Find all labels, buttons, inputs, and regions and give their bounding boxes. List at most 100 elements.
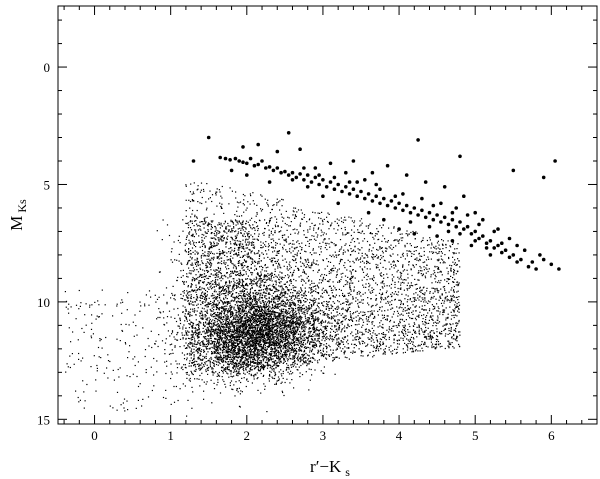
data-point-small bbox=[280, 340, 283, 342]
data-point-small bbox=[327, 306, 329, 308]
data-point-small bbox=[230, 371, 232, 373]
data-point-small bbox=[279, 330, 281, 333]
data-point-small bbox=[253, 348, 255, 350]
data-point-small bbox=[217, 379, 219, 381]
data-point-small bbox=[246, 344, 248, 346]
data-point-small bbox=[195, 286, 197, 288]
data-point-small bbox=[249, 343, 251, 345]
data-point-small bbox=[217, 342, 219, 344]
data-point-small bbox=[266, 361, 268, 363]
data-point-small bbox=[321, 343, 323, 345]
data-point-small bbox=[331, 305, 333, 307]
data-point-small bbox=[213, 363, 215, 365]
data-point-small bbox=[429, 291, 431, 293]
data-point-small bbox=[249, 336, 251, 338]
data-point-small bbox=[281, 322, 283, 324]
data-point-small bbox=[217, 306, 219, 308]
data-point-small bbox=[262, 294, 264, 296]
data-point-small bbox=[297, 268, 299, 270]
data-point-small bbox=[270, 338, 272, 340]
data-point-small bbox=[235, 274, 237, 276]
data-point-small bbox=[211, 361, 213, 364]
data-point-small bbox=[190, 343, 192, 345]
data-point-small bbox=[271, 259, 274, 261]
data-point-small bbox=[305, 295, 307, 297]
data-point-small bbox=[303, 307, 306, 309]
data-point-small bbox=[288, 344, 290, 347]
data-point-small bbox=[226, 337, 228, 339]
data-point-small bbox=[273, 324, 275, 326]
data-point-small bbox=[195, 334, 197, 336]
data-point-small bbox=[226, 338, 228, 341]
data-point-small bbox=[245, 344, 247, 346]
data-point-small bbox=[251, 354, 253, 356]
data-point-small bbox=[286, 368, 288, 370]
data-point-small bbox=[238, 293, 240, 295]
data-point-small bbox=[375, 298, 378, 300]
data-point-small bbox=[213, 309, 215, 311]
data-point-small bbox=[283, 322, 285, 324]
data-point-small bbox=[418, 324, 420, 326]
data-point-small bbox=[265, 312, 268, 314]
data-point-small bbox=[293, 289, 295, 291]
data-point-small bbox=[260, 315, 262, 317]
data-point-small bbox=[273, 307, 276, 309]
data-point-small bbox=[213, 253, 215, 255]
data-point-small bbox=[254, 305, 256, 307]
data-point-small bbox=[213, 313, 215, 315]
data-point-small bbox=[255, 348, 257, 350]
data-point-small bbox=[273, 337, 275, 339]
data-point-small bbox=[288, 289, 290, 291]
data-point-small bbox=[241, 349, 243, 351]
data-point-small bbox=[253, 331, 255, 333]
data-point-small bbox=[277, 335, 279, 337]
data-point-small bbox=[244, 361, 246, 363]
data-point-small bbox=[259, 328, 261, 330]
data-point-small bbox=[398, 343, 400, 345]
data-point-small bbox=[268, 328, 271, 330]
data-point-small bbox=[224, 340, 226, 342]
data-point-small bbox=[210, 331, 212, 333]
data-point-small bbox=[212, 301, 214, 304]
data-point-small bbox=[253, 318, 255, 321]
data-point-small bbox=[273, 347, 276, 349]
data-point-small bbox=[270, 342, 272, 344]
data-point-small bbox=[250, 263, 252, 266]
data-point-small bbox=[235, 352, 237, 355]
data-point-small bbox=[228, 335, 230, 337]
data-point-small bbox=[227, 320, 229, 323]
data-point-small bbox=[432, 252, 434, 254]
data-point-small bbox=[273, 325, 276, 328]
data-point-small bbox=[247, 360, 249, 363]
data-point-small bbox=[368, 304, 370, 306]
data-point-small bbox=[239, 315, 241, 317]
data-point-small bbox=[220, 349, 222, 351]
data-point-small bbox=[262, 242, 264, 244]
data-point-small bbox=[291, 339, 293, 341]
data-point-small bbox=[218, 334, 220, 336]
data-point-small bbox=[301, 218, 303, 220]
data-point-small bbox=[162, 311, 164, 313]
data-point-small bbox=[249, 330, 251, 332]
data-point-small bbox=[324, 328, 326, 330]
data-point-small bbox=[342, 316, 344, 318]
data-point-small bbox=[224, 354, 226, 356]
data-point-small bbox=[215, 329, 217, 331]
data-point-small bbox=[333, 228, 335, 230]
data-point-small bbox=[236, 373, 238, 375]
data-point-small bbox=[280, 310, 282, 313]
data-point-small bbox=[225, 345, 227, 347]
data-point-small bbox=[248, 370, 250, 373]
data-point-small bbox=[219, 326, 221, 328]
data-point-small bbox=[296, 317, 298, 320]
data-point-small bbox=[254, 312, 256, 314]
data-point-small bbox=[284, 322, 286, 324]
data-point-small bbox=[265, 342, 267, 344]
data-point-small bbox=[228, 368, 230, 371]
data-point-small bbox=[281, 289, 283, 291]
data-point-small bbox=[248, 326, 250, 328]
data-point-small bbox=[243, 354, 245, 356]
data-point-small bbox=[236, 342, 239, 344]
data-point-small bbox=[318, 336, 320, 338]
data-point-small bbox=[269, 373, 271, 376]
